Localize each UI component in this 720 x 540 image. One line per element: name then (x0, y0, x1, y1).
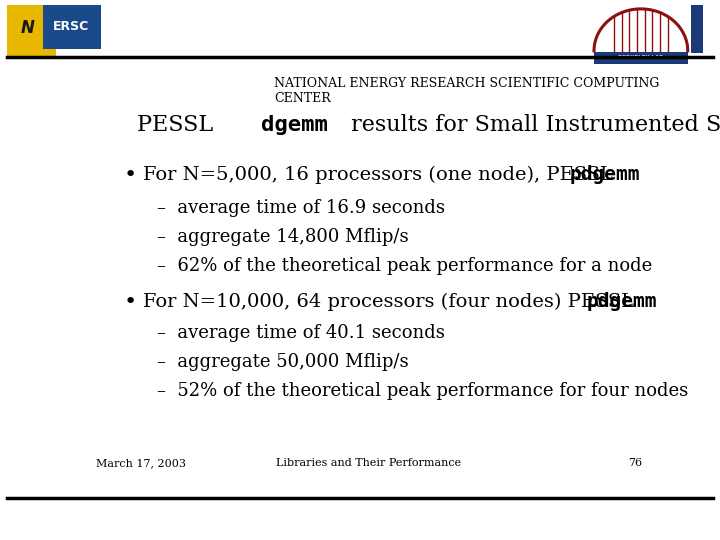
Text: pdgemm: pdgemm (570, 165, 640, 185)
Text: –  aggregate 14,800 Mflip/s: – aggregate 14,800 Mflip/s (157, 228, 408, 246)
FancyBboxPatch shape (42, 5, 101, 49)
Text: March 17, 2003: March 17, 2003 (96, 458, 186, 468)
Text: –  62% of the theoretical peak performance for a node: – 62% of the theoretical peak performanc… (157, 258, 652, 275)
Text: •: • (124, 165, 137, 185)
Text: For N=10,000, 64 processors (four nodes) PESSL: For N=10,000, 64 processors (four nodes)… (143, 293, 640, 311)
Text: N: N (21, 19, 35, 37)
Text: Libraries and Their Performance: Libraries and Their Performance (276, 458, 462, 468)
Text: 76: 76 (629, 458, 642, 468)
Text: –  aggregate 50,000 Mflip/s: – aggregate 50,000 Mflip/s (157, 353, 408, 371)
Text: –  average time of 40.1 seconds: – average time of 40.1 seconds (157, 324, 445, 342)
Text: results for Small Instrumented Section: results for Small Instrumented Section (344, 114, 720, 136)
Text: dgemm: dgemm (261, 115, 328, 135)
Text: •: • (124, 292, 137, 312)
FancyBboxPatch shape (594, 52, 688, 64)
Text: –  average time of 16.9 seconds: – average time of 16.9 seconds (157, 199, 445, 217)
Text: PESSL: PESSL (138, 114, 220, 136)
Text: NATIONAL ENERGY RESEARCH SCIENTIFIC COMPUTING
CENTER: NATIONAL ENERGY RESEARCH SCIENTIFIC COMP… (274, 77, 660, 105)
Text: BERKELEY LAB: BERKELEY LAB (618, 56, 664, 60)
Text: pdgemm: pdgemm (586, 292, 657, 311)
FancyBboxPatch shape (691, 5, 703, 53)
Text: ERSC: ERSC (53, 21, 89, 33)
Text: For N=5,000, 16 processors (one node), PESSL: For N=5,000, 16 processors (one node), P… (143, 166, 619, 184)
FancyBboxPatch shape (7, 5, 56, 57)
Text: –  52% of the theoretical peak performance for four nodes: – 52% of the theoretical peak performanc… (157, 382, 688, 400)
